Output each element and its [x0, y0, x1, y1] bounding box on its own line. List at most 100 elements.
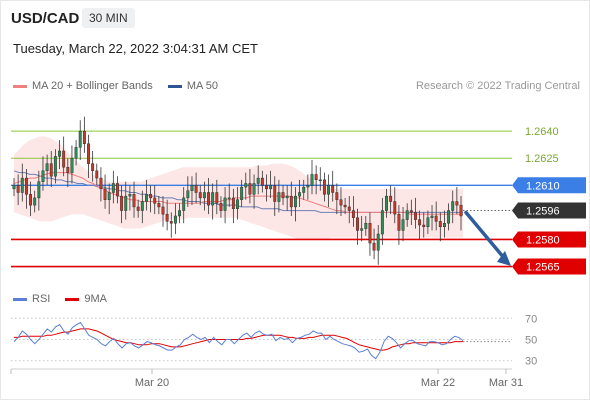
copyright-text: Research © 2022 Trading Central — [415, 80, 580, 92]
timestamp: Tuesday, March 22, 2022 3:04:31 AM CET — [13, 41, 258, 56]
candle — [136, 199, 140, 218]
candle-body — [451, 201, 455, 211]
candle-body — [153, 197, 157, 204]
candlesticks — [12, 116, 463, 265]
level-label-5: 1.2565 — [526, 262, 560, 274]
candle — [173, 203, 177, 235]
candle-body — [202, 192, 206, 199]
bollinger-band-area — [14, 136, 463, 240]
candle-body — [343, 204, 347, 208]
candle-body — [78, 130, 82, 148]
candle — [24, 169, 28, 209]
candle — [194, 172, 198, 204]
level-tag-4 — [512, 231, 586, 248]
candle — [223, 187, 227, 224]
candle — [53, 149, 57, 184]
candle-body — [53, 156, 57, 177]
candle — [95, 163, 99, 186]
legend-item-ma50: MA 50 — [167, 80, 218, 92]
candle — [74, 140, 78, 166]
candle-body — [393, 201, 397, 215]
candle-body — [455, 201, 459, 206]
price-legend: MA 20 + Bollinger Bands MA 50 — [13, 80, 230, 92]
candle — [339, 187, 343, 216]
candle-body — [289, 195, 293, 208]
candle-body — [443, 222, 446, 228]
candle-body — [285, 195, 289, 199]
level-tag-2 — [512, 177, 586, 194]
candle — [331, 170, 335, 202]
candle-body — [161, 206, 165, 215]
candle-body — [29, 194, 32, 206]
candle — [277, 179, 281, 213]
candle — [99, 167, 103, 202]
candle — [157, 196, 161, 215]
candle — [58, 140, 61, 170]
candle — [401, 206, 405, 242]
candle — [207, 178, 210, 215]
candle — [202, 181, 206, 211]
candle — [347, 196, 351, 224]
candle — [397, 205, 401, 245]
candle — [132, 181, 136, 218]
candle-body — [157, 203, 161, 208]
candle — [103, 174, 107, 209]
candle-body — [389, 195, 393, 202]
candle — [145, 179, 148, 211]
candle-body — [360, 228, 364, 231]
candle — [356, 208, 359, 245]
candle-body — [339, 199, 343, 206]
candle-body — [132, 194, 136, 208]
candle-body — [20, 177, 24, 193]
candle-body — [120, 195, 124, 211]
candle-body — [364, 222, 368, 229]
candle — [165, 199, 169, 231]
candle-body — [145, 194, 148, 202]
candle — [310, 160, 314, 195]
candle-body — [149, 194, 153, 199]
candle — [322, 172, 326, 202]
candle — [302, 179, 306, 200]
candle-body — [87, 143, 90, 164]
candle — [327, 174, 330, 207]
candle-body — [356, 217, 359, 231]
forecast-arrow — [464, 210, 511, 266]
candle-body — [331, 185, 335, 193]
legend-label-rsi: RSI — [32, 293, 51, 305]
candle-body — [107, 192, 111, 200]
candle-body — [215, 192, 219, 204]
candle-body — [178, 210, 181, 217]
candle-body — [219, 203, 223, 211]
candle-body — [124, 195, 128, 211]
candle — [140, 190, 144, 224]
candle — [298, 179, 302, 207]
candle — [236, 187, 239, 220]
level-label-3: 1.2596 — [526, 206, 560, 218]
candle — [455, 187, 459, 215]
timeframe-badge[interactable]: 30 MIN — [82, 8, 135, 28]
candle — [364, 215, 368, 236]
candle-body — [314, 174, 318, 181]
candle — [389, 185, 393, 215]
candle — [111, 170, 115, 204]
candle-body — [368, 222, 372, 244]
candle-body — [16, 185, 20, 193]
legend-label-bollinger: MA 20 + Bollinger Bands — [32, 80, 153, 92]
candle — [385, 188, 388, 218]
candle-body — [294, 195, 297, 208]
candle — [78, 120, 82, 160]
rsi-line — [13, 321, 464, 360]
legend-label-9ma: 9MA — [84, 293, 108, 305]
candle-body — [227, 197, 231, 200]
legend-item-bollinger: MA 20 + Bollinger Bands — [13, 80, 153, 92]
candle-body — [128, 194, 132, 197]
legend-swatch-ma50 — [167, 84, 182, 88]
candle-body — [103, 188, 107, 200]
candle — [62, 136, 66, 177]
legend-swatch-9ma — [65, 297, 80, 301]
candle — [244, 172, 248, 200]
level-label-2: 1.2610 — [526, 180, 560, 192]
candle — [459, 196, 463, 231]
level-labels: 1.2640 1.2625 1.2610 1.2596 1.2580 1.2565 — [512, 126, 586, 275]
